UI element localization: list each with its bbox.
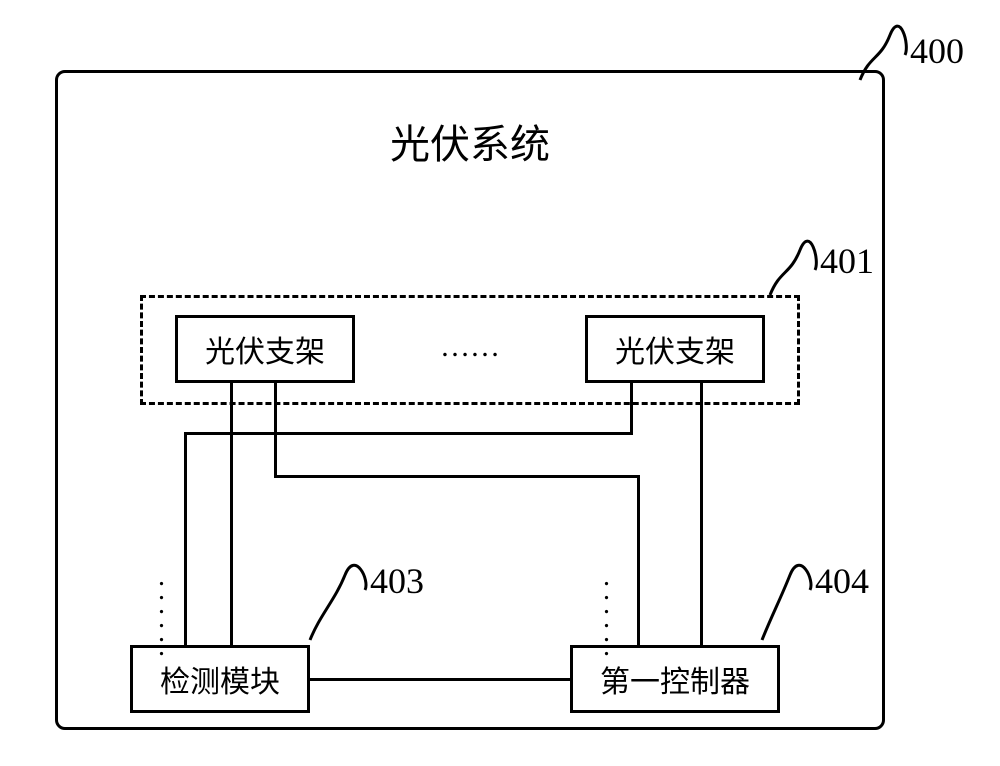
diagram-canvas: 400 光伏系统 401 光伏支架 光伏支架 …… ...... ...... … — [0, 0, 1000, 766]
ref-label-404: 404 — [815, 560, 869, 602]
lead-404 — [0, 0, 1000, 766]
